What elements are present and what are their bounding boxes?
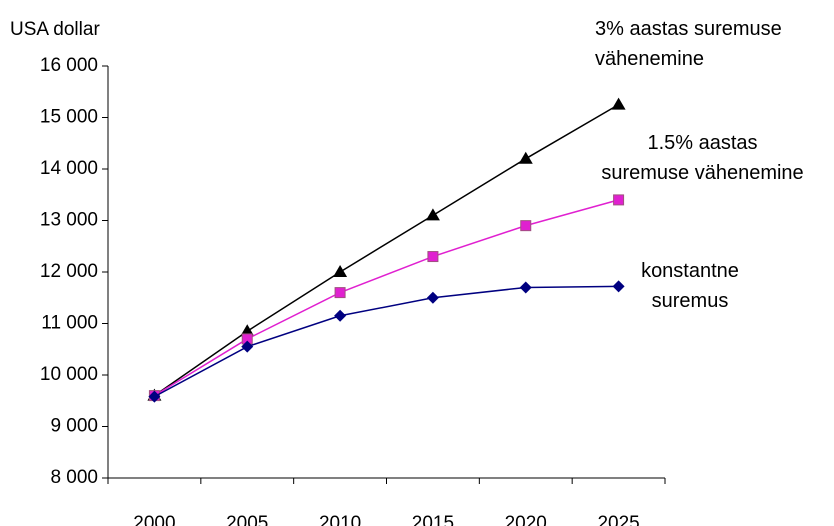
marker — [425, 208, 440, 221]
marker — [427, 251, 439, 263]
marker — [520, 220, 532, 232]
marker — [333, 265, 348, 277]
marker — [613, 194, 625, 206]
series-label: 1.5% aastas suremuse vähenemine — [601, 132, 804, 184]
x-tick-label: 2000 — [133, 513, 175, 526]
marker — [148, 390, 161, 403]
marker — [519, 281, 532, 294]
y-tick-label: 8 000 — [50, 467, 98, 488]
x-tick-label: 2025 — [597, 513, 639, 526]
marker — [612, 280, 625, 293]
y-tick-label: 10 000 — [40, 364, 98, 385]
marker — [518, 151, 533, 164]
marker — [334, 287, 346, 299]
marker — [611, 97, 626, 110]
y-tick-label: 13 000 — [40, 210, 98, 231]
y-tick-label: 9 000 — [50, 416, 98, 437]
marker — [240, 324, 255, 337]
marker — [241, 340, 254, 353]
x-tick-label: 2010 — [319, 513, 361, 526]
x-tick-label: 2005 — [226, 513, 268, 526]
marker — [334, 309, 347, 322]
x-tick-label: 2020 — [505, 513, 547, 526]
y-tick-label: 16 000 — [40, 55, 98, 76]
series-line — [153, 103, 619, 397]
marker — [426, 291, 439, 304]
series-line — [154, 285, 619, 398]
y-axis-label: USA dollar — [10, 19, 100, 40]
series-label: 3% aastas suremuse vähenemine — [595, 18, 782, 70]
y-tick-label: 12 000 — [40, 261, 98, 282]
x-tick-label: 2015 — [412, 513, 454, 526]
series-line — [154, 199, 619, 397]
y-tick-label: 15 000 — [40, 107, 98, 128]
y-tick-label: 14 000 — [40, 158, 98, 179]
series-label: konstantne suremus — [641, 260, 739, 312]
y-tick-label: 11 000 — [41, 313, 98, 334]
